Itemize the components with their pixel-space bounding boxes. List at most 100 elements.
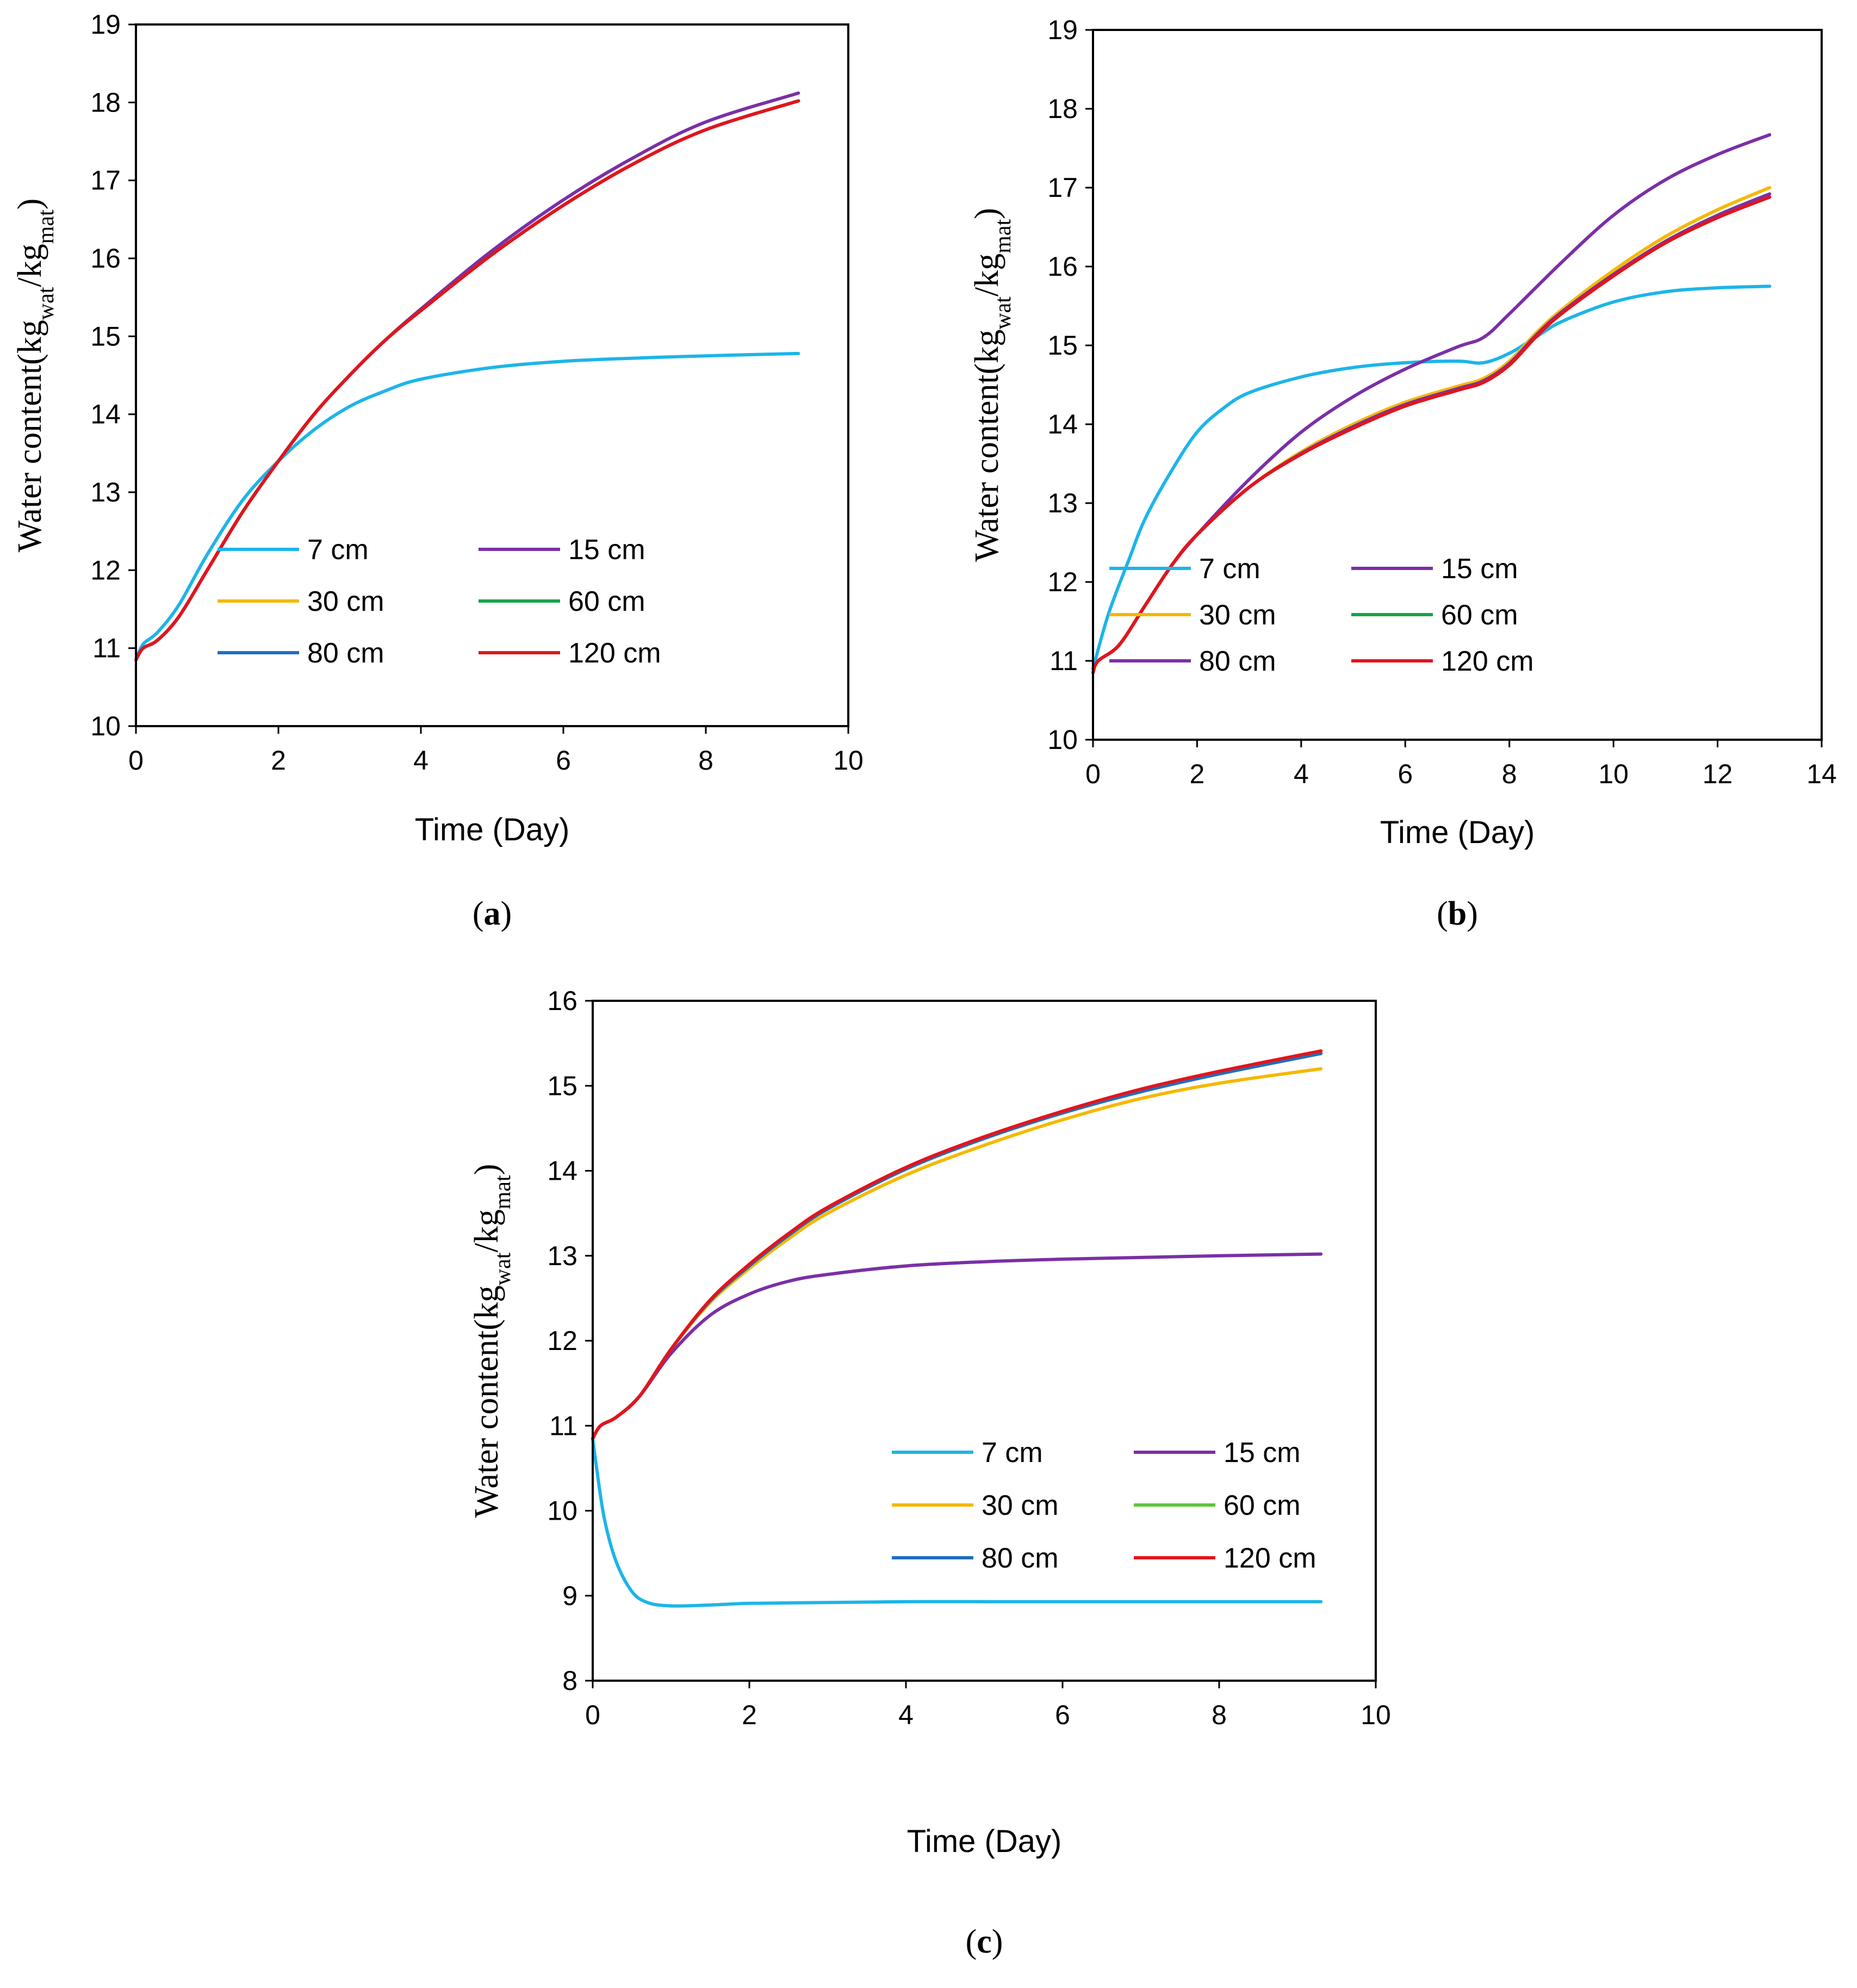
x-tick-label: 4: [1294, 759, 1309, 789]
chart-b: 0 2 4 6 8 10 12 14 10 11 12 13 14 15 16 17 18 19 7 cm 15 c…: [968, 15, 1837, 932]
y-tick-label: 11: [1049, 646, 1078, 676]
legend-label: 60 cm: [1441, 599, 1518, 631]
plot-area-b: [1091, 133, 1772, 674]
axes-a: 0 2 4 6 8 10 10 11 12 13 14 15 16 17 18 19: [90, 9, 863, 776]
y-tick-label: 12: [1047, 567, 1078, 597]
y-tick-label: 10: [90, 711, 121, 741]
y-tick-label: 14: [547, 1156, 577, 1186]
x-tick-label: 2: [1190, 759, 1205, 789]
y-axis-title-c: Water content(kgwat/kgmat): [468, 1164, 516, 1518]
plot-frame: [135, 23, 849, 727]
legend-label: 15 cm: [568, 534, 645, 566]
x-tick-label: 10: [1361, 1700, 1391, 1730]
series-line-30cm: [1091, 186, 1772, 674]
x-axis-title-c: Time (Day): [907, 1824, 1062, 1859]
y-tick-label: 11: [549, 1410, 577, 1441]
x-tick-label: 4: [898, 1700, 914, 1730]
x-tick-label: 10: [833, 745, 864, 776]
x-tick-label: 6: [1398, 759, 1413, 789]
legend-label: 30 cm: [982, 1490, 1059, 1521]
panel-label-b: (b): [1437, 895, 1478, 932]
legend-label: 80 cm: [1199, 646, 1276, 677]
panel-label-a: (a): [473, 895, 512, 932]
x-tick-label: 2: [271, 745, 286, 776]
x-tick-label: 0: [1085, 759, 1101, 789]
legend-c: 7 cm 15 cm 30 cm 60 cm 80 cm 120 cm: [892, 1437, 1316, 1574]
x-tick-label: 8: [1212, 1700, 1227, 1730]
series-line-120cm: [591, 1049, 1323, 1440]
y-tick-label: 19: [90, 9, 121, 40]
y-tick-label: 18: [90, 87, 121, 117]
y-tick-label: 15: [1047, 330, 1078, 361]
legend-label: 120 cm: [1441, 646, 1534, 677]
x-tick-label: 0: [585, 1700, 600, 1730]
legend-label: 15 cm: [1223, 1437, 1301, 1469]
x-tick-label: 4: [413, 745, 428, 776]
series-line-7cm: [134, 351, 800, 662]
y-tick-label: 13: [547, 1241, 577, 1271]
panel-label-c: (c): [966, 1923, 1003, 1960]
y-tick-label: 14: [90, 399, 121, 430]
plot-area-a: [134, 91, 800, 662]
y-tick-label: 16: [90, 243, 121, 274]
y-tick-label: 15: [90, 321, 121, 351]
y-tick-label: 12: [90, 555, 121, 585]
legend-label: 7 cm: [307, 534, 369, 566]
y-tick-label: 13: [1047, 488, 1078, 518]
y-tick-label: 19: [1047, 15, 1078, 45]
y-tick-label: 9: [562, 1581, 577, 1611]
series-line-60cm: [591, 1051, 1323, 1440]
series-line-15cm: [134, 91, 800, 662]
y-tick-label: 8: [562, 1665, 577, 1696]
plot-frame: [1092, 29, 1823, 741]
x-tick-label: 6: [556, 745, 571, 776]
y-tick-label: 16: [547, 986, 577, 1016]
y-tick-label: 10: [547, 1496, 577, 1526]
y-tick-label: 18: [1047, 94, 1078, 124]
y-tick-label: 14: [1047, 409, 1078, 439]
series-line-120cm: [1091, 195, 1772, 674]
plot-area-c: [591, 1049, 1323, 1608]
axes-c: 0 2 4 6 8 10 8 9 10 11 12 13 14 15 16: [547, 986, 1390, 1730]
series-line-7cm: [591, 1436, 1323, 1608]
series-line-80cm: [134, 99, 800, 662]
axes-b: 0 2 4 6 8 10 12 14 10 11 12 13 14 15 16 17 18 19: [1047, 15, 1836, 789]
series-line-7cm: [1091, 284, 1772, 671]
chart-c: 0 2 4 6 8 10 8 9 10 11 12 13 14 15 16 7 cm 15 cm 30 cm 60…: [468, 986, 1391, 1960]
y-tick-label: 10: [1047, 724, 1078, 755]
legend-label: 80 cm: [982, 1543, 1059, 1574]
x-tick-label: 10: [1598, 759, 1629, 789]
x-tick-label: 6: [1055, 1700, 1070, 1730]
y-tick-label: 16: [1047, 251, 1078, 282]
series-line-30cm: [591, 1067, 1323, 1440]
legend-label: 30 cm: [1199, 599, 1276, 631]
y-tick-label: 11: [92, 633, 121, 664]
y-axis-title-b: Water content(kgwat/kgmat): [968, 208, 1016, 562]
y-tick-label: 17: [90, 165, 121, 196]
legend-label: 7 cm: [1199, 553, 1260, 585]
x-tick-label: 14: [1806, 759, 1837, 789]
plot-frame: [592, 1000, 1377, 1682]
chart-a: 0 2 4 6 8 10 10 11 12 13 14 15 16 17 18 19 7 cm 15 cm 30 …: [11, 9, 864, 932]
legend-label: 7 cm: [982, 1437, 1043, 1469]
y-tick-label: 13: [90, 477, 121, 507]
x-tick-label: 8: [1502, 759, 1517, 789]
legend-label: 15 cm: [1441, 553, 1518, 585]
legend-label: 60 cm: [1223, 1490, 1301, 1521]
series-line-60cm: [134, 99, 800, 662]
y-tick-label: 15: [547, 1070, 577, 1101]
x-tick-label: 0: [128, 745, 144, 776]
y-tick-label: 12: [547, 1326, 577, 1356]
legend-label: 120 cm: [568, 637, 661, 669]
series-line-120cm: [134, 99, 800, 662]
x-tick-label: 2: [742, 1700, 757, 1730]
legend-label: 30 cm: [307, 586, 384, 617]
x-axis-title-a: Time (Day): [415, 812, 570, 847]
legend-label: 80 cm: [307, 637, 384, 669]
y-axis-title-a: Water content(kgwat/kgmat): [11, 199, 59, 553]
series-line-15cm: [591, 1252, 1323, 1440]
legend-b: 7 cm 15 cm 30 cm 60 cm 80 cm 120 cm: [1109, 553, 1534, 677]
x-axis-title-b: Time (Day): [1380, 815, 1535, 850]
legend-label: 120 cm: [1223, 1543, 1316, 1574]
legend-label: 60 cm: [568, 586, 645, 617]
